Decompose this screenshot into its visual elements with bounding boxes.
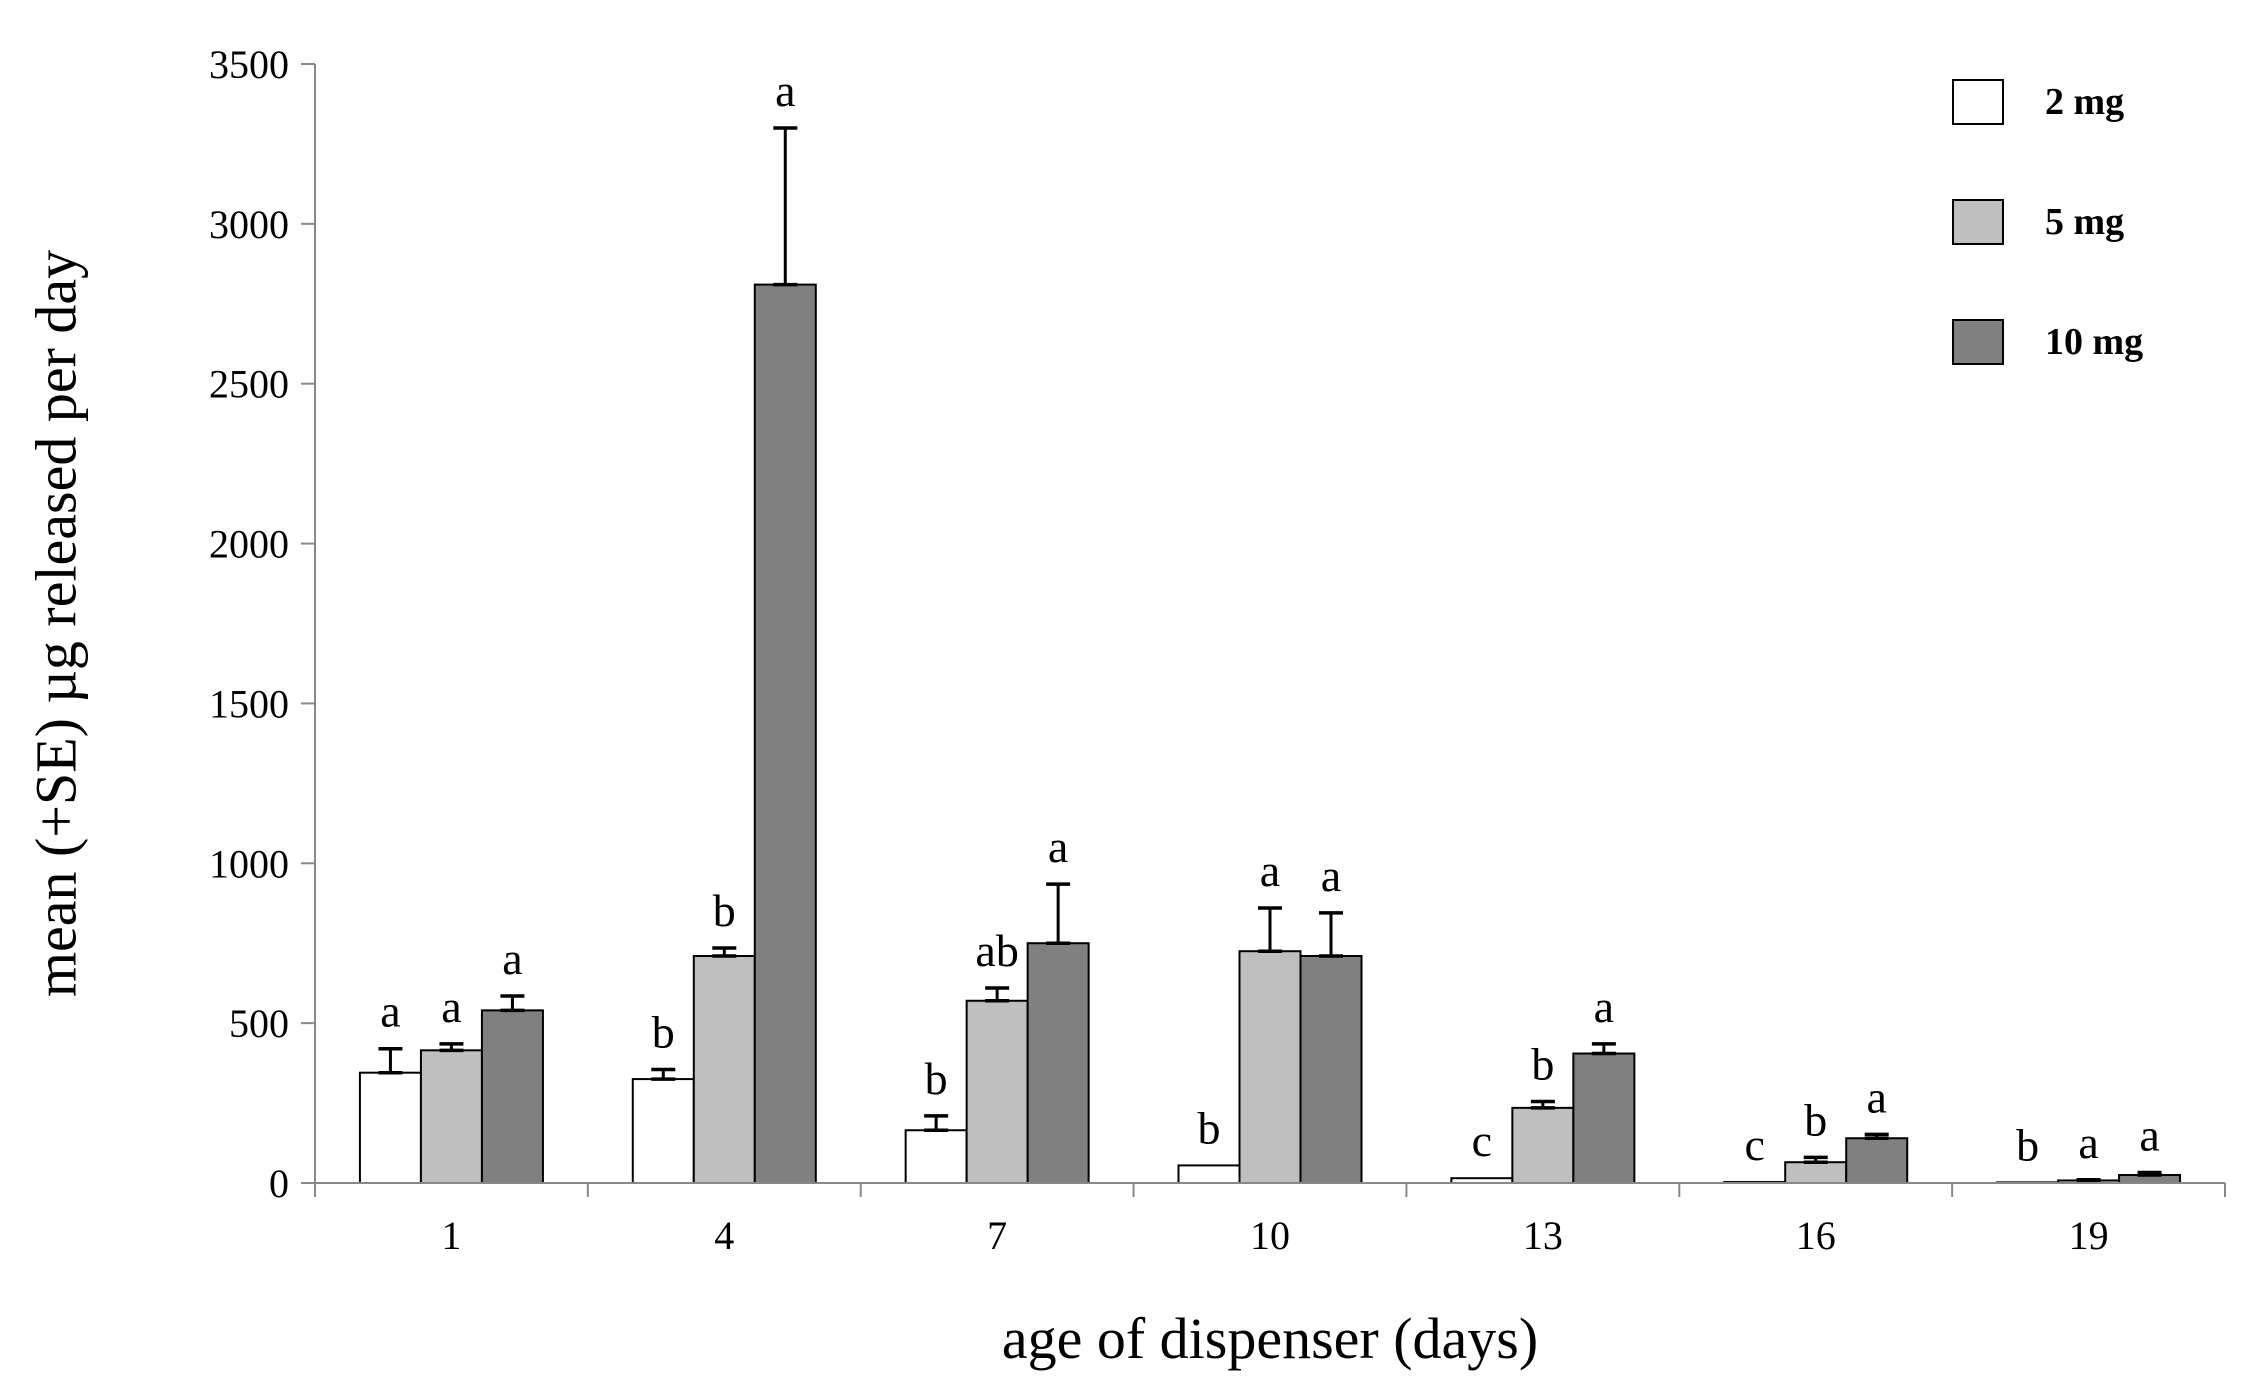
significance-label: c [1745,1119,1765,1170]
bar-10mg-day-4 [753,283,817,1184]
y-tick-label: 1000 [209,841,289,886]
bar-5mg-day-1 [419,1049,483,1185]
significance-label: ab [975,925,1018,976]
significance-label: a [2078,1117,2098,1168]
significance-label: a [441,981,461,1032]
significance-label: b [2016,1119,2039,1170]
significance-label: a [1321,850,1341,901]
significance-label: a [1260,845,1280,896]
significance-label: b [925,1053,948,1104]
axes: 0 500 1000 1500 2000 2500 3000 3500 1 4 7 10 13 16 19 [209,42,2226,1258]
bar-10mg-day-7 [1026,942,1090,1185]
x-axis-title: age of dispenser (days) [1002,1306,1538,1371]
significance-label: b [1198,1102,1221,1153]
bar-10mg-day-1 [480,1009,544,1185]
x-tick-label: 1 [441,1213,461,1258]
y-tick-label: 1500 [209,681,289,726]
x-tick-label: 19 [2069,1213,2109,1258]
y-tick-label: 0 [269,1161,289,1206]
bar-10mg-day-16 [1845,1137,1909,1184]
bar-2mg-day-1 [358,1071,422,1185]
x-tick-label: 10 [1250,1213,1290,1258]
x-tick-label: 16 [1796,1213,1836,1258]
significance-label: c [1472,1115,1492,1166]
legend: 2 mg 5 mg 10 mg [1952,79,2143,365]
legend-label: 10 mg [2045,321,2143,363]
y-axis-title: mean (+SE) µg released per day [23,250,88,997]
bar-5mg-day-7 [965,999,1029,1185]
significance-label: a [1867,1071,1887,1122]
y-tick-label: 3500 [209,42,289,87]
legend-label: 2 mg [2045,81,2124,123]
significance-label: a [380,986,400,1037]
legend-swatch [1952,319,2004,365]
x-tick-label: 4 [714,1213,734,1258]
x-tick-label: 7 [987,1213,1007,1258]
significance-label: b [713,885,736,936]
significance-label: a [775,65,795,116]
significance-label: a [1594,981,1614,1032]
significance-label: a [2139,1109,2159,1160]
bar-5mg-day-16 [1784,1161,1848,1185]
y-tick-label: 500 [229,1001,289,1046]
bar-2mg-day-10 [1177,1164,1241,1185]
significance-label: b [1531,1038,1554,1089]
bar-10mg-day-13 [1572,1052,1636,1185]
significance-label: a [1048,821,1068,872]
significance-label: a [502,933,522,984]
y-tick-label: 2000 [209,522,289,567]
legend-swatch [1952,199,2004,245]
y-tick-label: 2500 [209,362,289,407]
legend-label: 5 mg [2045,201,2124,243]
bar-10mg-day-10 [1299,955,1363,1185]
x-tick-label: 13 [1523,1213,1563,1258]
bar-2mg-day-7 [904,1129,968,1185]
y-tick-label: 3000 [209,202,289,247]
bar-5mg-day-13 [1511,1106,1575,1185]
significance-label: b [1804,1094,1827,1145]
bar-5mg-day-4 [692,955,756,1185]
bar-2mg-day-4 [631,1078,695,1185]
bar-5mg-day-10 [1238,950,1302,1185]
legend-swatch [1952,79,2004,125]
significance-label: b [652,1007,675,1058]
